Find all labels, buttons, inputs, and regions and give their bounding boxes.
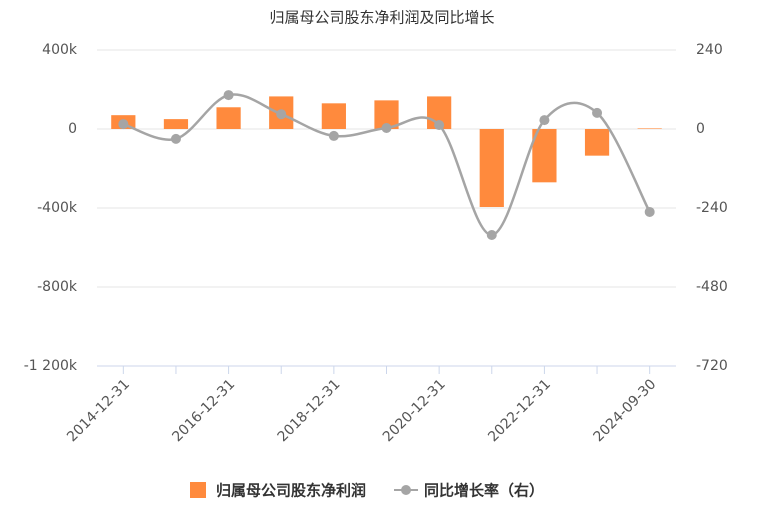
bar (216, 107, 241, 129)
point (328, 130, 339, 141)
point (276, 109, 287, 120)
point (486, 229, 497, 240)
y-tick-label: 400k (42, 42, 78, 58)
y-tick-label: -800k (37, 279, 78, 295)
bar (163, 119, 189, 129)
y2-tick-label: 240 (696, 42, 723, 58)
y2-tick-label: -480 (696, 279, 728, 295)
y-tick-label: -1 200k (24, 358, 78, 374)
y2-tick-label: -240 (696, 200, 728, 216)
y-tick-label: 0 (68, 121, 77, 137)
chart-title: 归属母公司股东净利润及同比增长 (269, 9, 494, 27)
line (122, 93, 651, 237)
point (118, 119, 129, 130)
x-tick-label: 2016-12-31 (169, 376, 238, 445)
point (539, 115, 550, 126)
y2-tick-label: -720 (696, 358, 728, 374)
x-tick-label: 2020-12-31 (380, 376, 449, 445)
bar (479, 129, 504, 208)
legend-swatch (190, 482, 206, 498)
bar (321, 103, 346, 129)
x-tick-label: 2022-12-31 (485, 376, 554, 445)
x-tick-label: 2024-09-30 (590, 376, 659, 445)
bar (584, 129, 610, 156)
point (434, 120, 445, 131)
point (592, 107, 603, 118)
y2-tick-label: 0 (696, 121, 705, 137)
bar (532, 129, 557, 183)
y-tick-label: -400k (37, 200, 78, 216)
legend-swatch (401, 485, 412, 495)
legend-label: 归属母公司股东净利润 (216, 482, 366, 500)
legend-label: 同比增长率（右） (424, 482, 544, 500)
x-tick-label: 2018-12-31 (275, 376, 344, 445)
point (170, 133, 181, 144)
x-tick-label: 2014-12-31 (64, 376, 133, 445)
point (223, 90, 234, 101)
point (381, 123, 392, 134)
point (644, 206, 655, 217)
bar (637, 128, 662, 129)
